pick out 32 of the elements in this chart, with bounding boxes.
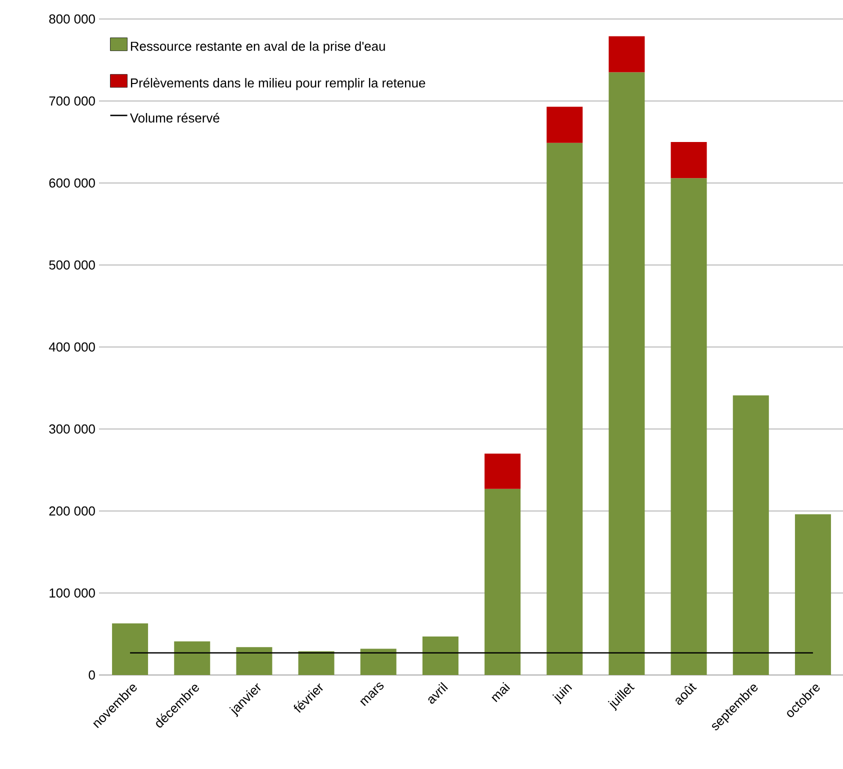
bar (546, 142, 583, 675)
y-tick-label: 700 000 (49, 96, 95, 106)
bar (484, 488, 521, 675)
x-tick-label: avril (428, 682, 448, 704)
y-tick-label: 800 000 (49, 14, 95, 24)
bar (112, 623, 148, 675)
bar (298, 651, 334, 675)
bar (484, 454, 521, 489)
legend-label: Volume réservé (130, 112, 220, 123)
x-tick-label: mai (492, 682, 510, 702)
y-tick-label: 0 (88, 670, 95, 680)
y-tick-label: 200 000 (49, 506, 95, 516)
bar (546, 106, 583, 143)
x-tick-label: août (676, 683, 697, 705)
y-tick-label: 400 000 (48, 342, 95, 352)
bar (608, 36, 645, 72)
y-tick-label: 100 000 (50, 588, 95, 598)
y-tick-label: 500 000 (49, 260, 95, 270)
bar (174, 641, 210, 675)
bar (670, 178, 707, 675)
bar (422, 636, 458, 675)
bar (670, 142, 707, 178)
bar (794, 514, 831, 675)
legend-label: Prélèvements dans le milieu pour remplir la retenue (130, 78, 426, 90)
bar (360, 648, 396, 675)
legend-label: Ressource restante en aval de la prise d'eau (130, 41, 385, 54)
bar (732, 395, 769, 675)
bar (608, 72, 645, 675)
y-tick-label: 300 000 (49, 424, 95, 434)
y-tick-label: 600 000 (49, 178, 95, 188)
x-tick-label: juin (552, 684, 572, 704)
bar (236, 647, 272, 675)
